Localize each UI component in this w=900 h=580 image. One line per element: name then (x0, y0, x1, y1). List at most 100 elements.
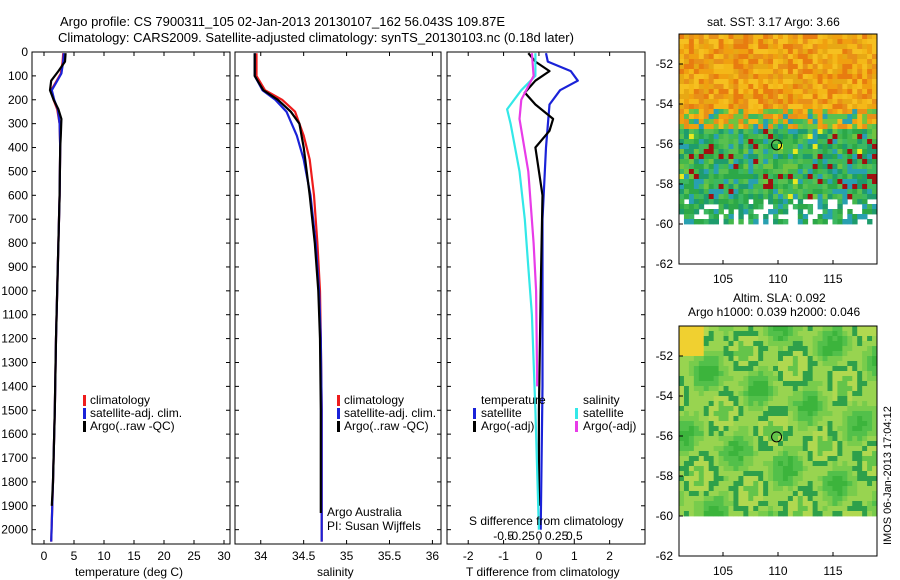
map-cell (867, 431, 873, 437)
map-cell (872, 64, 878, 70)
legend-title-salinity: salinity (583, 393, 620, 407)
map-cell (758, 84, 764, 90)
map-cell (787, 139, 794, 145)
map-cell (733, 174, 739, 180)
map-cell (832, 69, 838, 75)
map-cell (837, 94, 843, 100)
map-cell (723, 74, 729, 80)
map-cell (797, 214, 804, 220)
map-cell (778, 461, 784, 467)
map-cell (822, 34, 828, 40)
map-cell (867, 34, 873, 40)
map-cell (693, 471, 700, 477)
map-cell (743, 391, 749, 397)
map-cell (688, 356, 695, 362)
map-cell (782, 64, 789, 70)
map-cell (679, 59, 685, 65)
map-cell (842, 496, 848, 502)
map-cell (822, 119, 828, 125)
map-cell (698, 406, 705, 412)
map-cell (842, 396, 848, 402)
map-cell (698, 401, 705, 407)
map-cell (782, 144, 789, 150)
map-cell (832, 149, 838, 155)
map-cell (743, 109, 749, 115)
legend-swatch-climatology (337, 395, 340, 406)
map-cell (738, 109, 744, 115)
map-cell (738, 461, 744, 467)
map-cell (703, 336, 710, 342)
map-cell (822, 381, 828, 387)
map-cell (852, 104, 858, 110)
map-cell (872, 169, 878, 175)
map-cell (832, 476, 838, 482)
map-cell (792, 381, 799, 387)
map-cell (758, 486, 764, 492)
map-cell (743, 124, 749, 130)
map-cell (847, 119, 853, 125)
map-cell (872, 496, 878, 502)
map-cell (817, 204, 823, 210)
map-cell (872, 184, 878, 190)
map-cell (827, 109, 833, 115)
map-cell (763, 486, 769, 492)
map-cell (743, 446, 749, 452)
map-cell (778, 164, 784, 170)
map-cell (827, 406, 833, 412)
map-cell (753, 366, 759, 372)
map-cell (812, 436, 818, 442)
map-cell (728, 129, 734, 135)
x-tick-label: 36 (426, 549, 440, 563)
map-cell (698, 506, 705, 512)
map-cell (822, 79, 828, 85)
map-cell (872, 461, 878, 467)
map-cell (867, 471, 873, 477)
map-cell (773, 341, 779, 347)
map-cell (708, 79, 715, 85)
map-cell (778, 326, 784, 332)
map-cell (872, 386, 878, 392)
map-cell (792, 421, 799, 427)
map-cell (862, 174, 868, 180)
map-cell (708, 501, 715, 507)
map-cell (792, 406, 799, 412)
map-cell (807, 119, 814, 125)
sst-map-panel: sat. SST: 3.17 Argo: 3.66 -52-54-56-58-6… (656, 15, 878, 286)
map-cell (733, 64, 739, 70)
map-cell (679, 44, 685, 50)
map-cell (773, 219, 779, 225)
map-cell (837, 361, 843, 367)
map-cell (683, 104, 690, 110)
map-cell (872, 79, 878, 85)
map-cell (679, 69, 685, 75)
map-cell (782, 39, 789, 45)
map-cell (807, 69, 814, 75)
map-cell (703, 356, 710, 362)
map-cell (837, 164, 843, 170)
map-cell (778, 366, 784, 372)
map-cell (748, 361, 754, 367)
map-cell (782, 179, 789, 185)
map-cell (758, 391, 764, 397)
map-cell (787, 456, 794, 462)
map-cell (837, 124, 843, 130)
map-cell (758, 341, 764, 347)
map-cell (782, 194, 789, 200)
map-cell (738, 411, 744, 417)
map-cell (807, 351, 814, 357)
map-cell (683, 124, 690, 130)
map-cell (753, 401, 759, 407)
map-cell (797, 511, 804, 517)
map-cell (703, 381, 710, 387)
map-cell (679, 159, 685, 165)
map-cell (723, 346, 729, 352)
map-cell (728, 361, 734, 367)
map-cell (852, 79, 858, 85)
map-cell (773, 129, 779, 135)
map-cell (817, 154, 823, 160)
map-cell (862, 124, 868, 130)
map-cell (867, 89, 873, 95)
map-cell (802, 204, 809, 210)
map-cell (703, 471, 710, 477)
map-cell (787, 199, 794, 205)
